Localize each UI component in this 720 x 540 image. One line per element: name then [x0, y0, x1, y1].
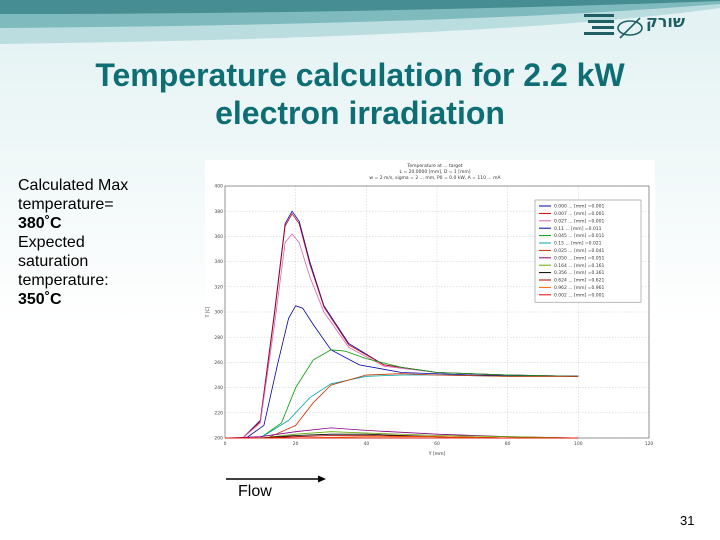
x-tick-label: 40: [363, 441, 369, 447]
y-tick-label: 240: [214, 385, 223, 391]
legend-entry: 0.164 ... [mm] =0.161: [554, 263, 605, 269]
note-line-6: temperature:: [18, 272, 109, 289]
page-number: 31: [680, 513, 695, 528]
flow-arrow-icon: [226, 475, 326, 483]
slide-title: Temperature calculation for 2.2 kW elect…: [20, 56, 700, 132]
note-line-7: 350˚C: [18, 291, 62, 308]
legend-entry: 0.050 ... [mm] =0.051: [554, 255, 605, 261]
legend-entry: 0.11 ... [mm] =0.011: [554, 226, 602, 232]
y-tick-label: 220: [214, 410, 223, 416]
series-line: [225, 374, 579, 439]
notes-text: Calculated Max temperature= 380˚C Expect…: [18, 176, 158, 309]
x-tick-label: 120: [645, 441, 654, 447]
y-tick-label: 300: [214, 310, 223, 316]
flow-label: Flow: [238, 483, 272, 500]
y-axis-label: T [C]: [205, 306, 211, 318]
series-line: [225, 210, 579, 439]
legend-entry: 0.962 ... [mm] =0.961: [554, 285, 605, 291]
x-axis-label: Y [mm]: [428, 451, 446, 457]
legend-entry: 0.15 ... [mm] =0.021: [554, 241, 602, 247]
logo-text: שורק: [646, 12, 686, 31]
note-line-5: saturation: [18, 253, 89, 270]
chart-subtitle-1: L = 20.0000 [mm], D = 1 [mm]: [400, 169, 471, 175]
note-line-4: Expected: [18, 234, 85, 251]
y-tick-label: 400: [214, 184, 223, 190]
chart-ticks: 0 20 40 60 80 100 120 200 220 240 260 280 300 320 340 3…: [214, 184, 653, 447]
title-line-2: electron irradiation: [215, 95, 505, 131]
legend-entry: 0.002 ... [mm] =0.001: [554, 292, 605, 298]
chart-title: Temperature at ... target: [406, 163, 463, 169]
y-tick-label: 360: [214, 234, 223, 240]
logo-mark-icon: [584, 14, 643, 39]
y-tick-label: 380: [214, 209, 223, 215]
series-line: [225, 305, 579, 439]
y-tick-label: 260: [214, 360, 223, 366]
x-tick-label: 20: [293, 441, 299, 447]
note-line-2: temperature=: [18, 196, 114, 213]
legend-entry: 0.027 ... [mm] =0.001: [554, 218, 605, 224]
y-tick-label: 280: [214, 335, 223, 341]
chart-subtitle-2: w = 2 m/s, sigma = 2 ... mm, P0 = 0.0 kW…: [369, 175, 501, 181]
temperature-chart: Temperature at ... target L = 20.0000 [m…: [205, 160, 655, 472]
note-line-3: 380˚C: [18, 215, 62, 232]
x-tick-label: 80: [505, 441, 511, 447]
header-band: [0, 0, 720, 44]
series-line: [225, 373, 579, 439]
legend-entry: 0.624 ... [mm] =0.621: [554, 278, 605, 284]
y-tick-label: 200: [214, 436, 223, 442]
chart-series: [224, 210, 579, 439]
legend-box: [534, 199, 642, 303]
legend-entry: 0.356 ... [mm] =0.361: [554, 270, 605, 276]
legend-entry: 0.000 ... [mm] =0.001: [554, 204, 605, 210]
title-line-1: Temperature calculation for 2.2 kW: [95, 57, 625, 93]
series-line: [225, 233, 579, 439]
x-tick-label: 100: [574, 441, 583, 447]
y-tick-label: 340: [214, 259, 223, 265]
legend-entry: 0.007 ... [mm] =0.001: [554, 211, 605, 217]
series-line: [225, 349, 579, 439]
note-line-1: Calculated Max: [18, 177, 129, 194]
logo: שורק: [582, 6, 700, 46]
y-tick-label: 320: [214, 284, 223, 290]
series-line: [225, 212, 579, 439]
x-tick-label: 60: [434, 441, 440, 447]
x-tick-label: 0: [224, 441, 227, 447]
legend-entry: 0.045 ... [mm] =0.011: [554, 233, 605, 239]
legend-entry: 0.025 ... [mm] =0.041: [554, 248, 605, 254]
